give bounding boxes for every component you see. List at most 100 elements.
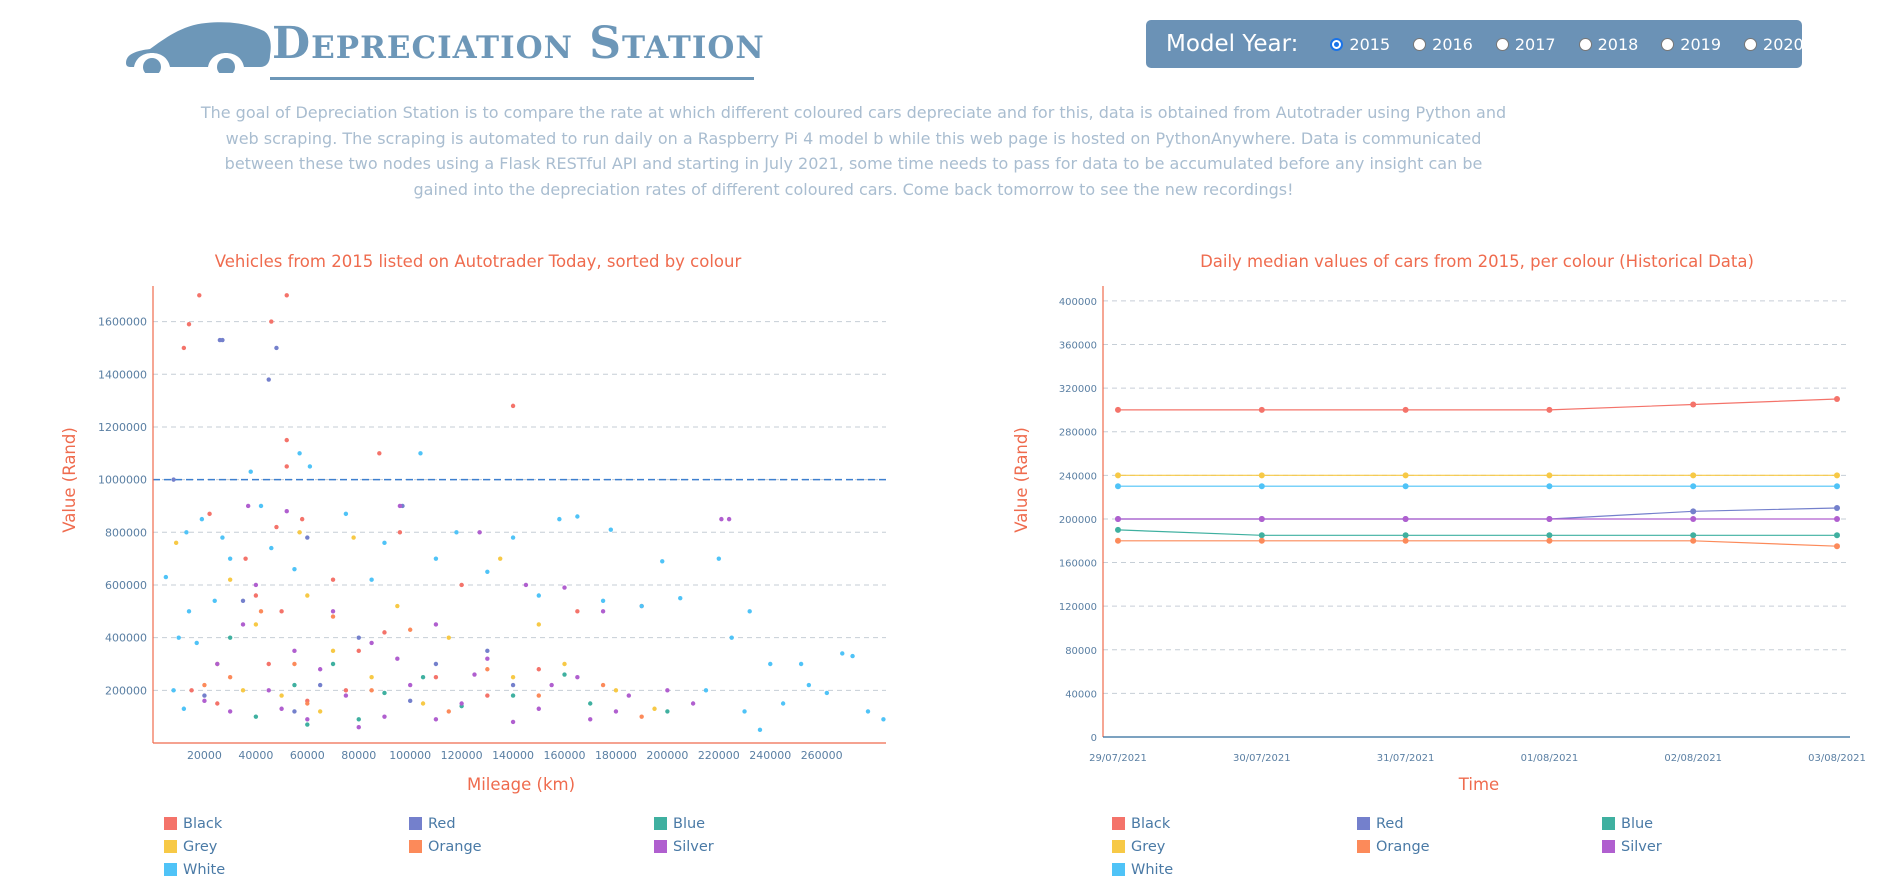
line-legend-item-white[interactable]: White bbox=[1131, 862, 1173, 878]
year-option-label: 2019 bbox=[1680, 34, 1722, 54]
scatter-point-silver bbox=[626, 693, 632, 698]
scatter-point-grey bbox=[369, 674, 374, 680]
scatter-point-silver bbox=[433, 717, 439, 722]
scatter-point-silver bbox=[240, 622, 246, 627]
scatter-point-white bbox=[485, 569, 490, 575]
radio-2015[interactable] bbox=[1330, 37, 1344, 51]
scatter-legend-swatch-orange bbox=[409, 840, 422, 853]
scatter-point-black bbox=[356, 648, 361, 654]
line-legend-item-black[interactable]: Black bbox=[1131, 816, 1171, 832]
scatter-point-black bbox=[253, 593, 259, 598]
scatter-point-white bbox=[639, 603, 644, 609]
radio-2019[interactable] bbox=[1661, 37, 1675, 51]
line-legend-swatch-white bbox=[1112, 863, 1125, 876]
scatter-point-silver bbox=[292, 648, 297, 654]
scatter-point-grey bbox=[279, 693, 284, 698]
scatter-legend-item-silver[interactable]: Silver bbox=[673, 839, 714, 855]
scatter-point-white bbox=[220, 535, 225, 540]
line-point-black bbox=[1834, 396, 1840, 403]
line-legend-item-silver[interactable]: Silver bbox=[1621, 839, 1662, 855]
scatter-point-white bbox=[382, 540, 387, 546]
radio-2018[interactable] bbox=[1578, 37, 1592, 51]
scatter-legend-item-grey[interactable]: Grey bbox=[183, 839, 218, 855]
year-option-2015[interactable]: 2015 bbox=[1330, 35, 1390, 54]
scatter-point-blue bbox=[292, 682, 297, 688]
scatter-point-silver bbox=[719, 516, 724, 522]
line-point-white bbox=[1834, 483, 1840, 490]
scatter-point-black bbox=[284, 437, 289, 443]
line-series-orange bbox=[1118, 540, 1838, 547]
scatter-point-silver bbox=[397, 503, 403, 509]
scatter-point-white bbox=[536, 593, 541, 598]
scatter-point-silver bbox=[407, 682, 413, 688]
scatter-point-white bbox=[747, 609, 752, 614]
year-option-2016[interactable]: 2016 bbox=[1413, 35, 1473, 54]
scatter-legend-item-blue[interactable]: Blue bbox=[673, 816, 705, 832]
line-point-grey bbox=[1115, 472, 1121, 479]
scatter-point-black bbox=[433, 674, 439, 680]
scatter-point-white bbox=[850, 653, 855, 659]
line-legend-item-blue[interactable]: Blue bbox=[1621, 816, 1653, 832]
year-option-2017[interactable]: 2017 bbox=[1495, 35, 1556, 54]
scatter-point-orange bbox=[202, 682, 207, 688]
scatter-point-red bbox=[220, 337, 225, 343]
year-option-label: 2020 bbox=[1763, 34, 1804, 54]
line-y-tick: 80000 bbox=[1065, 646, 1097, 657]
line-point-red bbox=[1690, 508, 1697, 515]
scatter-point-white bbox=[678, 595, 683, 601]
line-legend-item-orange[interactable]: Orange bbox=[1376, 839, 1430, 855]
line-point-silver bbox=[1402, 515, 1409, 522]
scatter-point-black bbox=[266, 661, 271, 667]
scatter-point-grey bbox=[446, 635, 451, 640]
radio-2017[interactable] bbox=[1495, 37, 1509, 51]
line-legend-item-red[interactable]: Red bbox=[1376, 816, 1404, 832]
line-y-tick: 320000 bbox=[1059, 384, 1097, 395]
scatter-point-black bbox=[330, 577, 336, 582]
car-logo-icon bbox=[126, 22, 271, 73]
scatter-point-orange bbox=[485, 667, 490, 672]
line-point-grey bbox=[1546, 472, 1553, 479]
scatter-point-red bbox=[407, 698, 413, 704]
scatter-point-grey bbox=[562, 661, 567, 667]
line-point-black bbox=[1690, 401, 1697, 408]
year-option-2019[interactable]: 2019 bbox=[1661, 35, 1721, 54]
logo: Depreciation Station bbox=[124, 14, 764, 80]
scatter-point-white bbox=[269, 545, 274, 551]
scatter-x-tick: 140000 bbox=[492, 749, 534, 762]
scatter-point-orange bbox=[446, 709, 451, 714]
line-y-tick: 120000 bbox=[1059, 602, 1097, 613]
scatter-legend-item-red[interactable]: Red bbox=[428, 816, 456, 832]
line-y-tick: 200000 bbox=[1059, 515, 1097, 526]
scatter-point-white bbox=[716, 556, 722, 561]
scatter-point-silver bbox=[215, 661, 220, 667]
radio-2016[interactable] bbox=[1413, 37, 1427, 51]
line-legend-swatch-orange bbox=[1357, 840, 1370, 853]
scatter-legend-item-black[interactable]: Black bbox=[183, 816, 223, 832]
scatter-point-grey bbox=[351, 535, 356, 540]
year-option-2018[interactable]: 2018 bbox=[1578, 35, 1638, 54]
scatter-point-white bbox=[248, 469, 253, 474]
scatter-x-tick: 120000 bbox=[441, 749, 483, 762]
scatter-legend-item-orange[interactable]: Orange bbox=[428, 839, 482, 855]
scatter-point-grey bbox=[297, 530, 302, 535]
scatter-point-white bbox=[757, 727, 763, 733]
line-y-tick: 360000 bbox=[1059, 341, 1097, 352]
scatter-point-blue bbox=[356, 717, 361, 722]
year-option-label: 2015 bbox=[1349, 34, 1391, 54]
line-x-tick: 29/07/2021 bbox=[1089, 753, 1147, 764]
scatter-y-tick: 400000 bbox=[105, 632, 147, 645]
line-series-red bbox=[1118, 507, 1838, 520]
scatter-point-silver bbox=[549, 682, 554, 688]
title-underline bbox=[270, 77, 754, 80]
scatter-point-orange bbox=[305, 701, 310, 706]
scatter-point-blue bbox=[330, 661, 336, 667]
line-legend-item-grey[interactable]: Grey bbox=[1131, 839, 1166, 855]
line-point-silver bbox=[1690, 515, 1697, 522]
line-point-silver bbox=[1834, 515, 1840, 522]
radio-2020[interactable] bbox=[1744, 37, 1758, 51]
scatter-legend-swatch-red bbox=[409, 817, 422, 830]
scatter-point-white bbox=[729, 635, 734, 640]
year-option-2020[interactable]: 2020 bbox=[1744, 35, 1804, 54]
scatter-legend-item-white[interactable]: White bbox=[183, 862, 225, 878]
scatter-point-silver bbox=[588, 717, 593, 722]
